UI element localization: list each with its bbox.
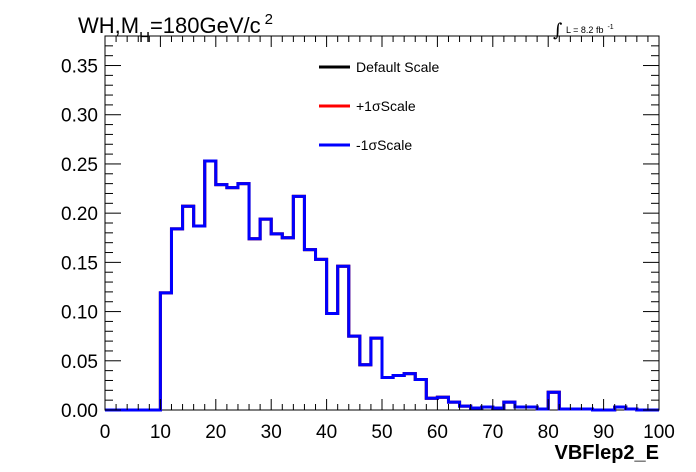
y-tick-label: 0.00 — [61, 401, 98, 422]
integral-symbol: ∫ — [553, 20, 563, 41]
y-tick-label: 0.25 — [61, 155, 98, 176]
axes: 0 10 20 30 40 50 60 70 80 90 100 0.00 0.05 0.10 0.15 0.… — [61, 35, 675, 443]
y-tick-label: 0.15 — [61, 253, 98, 274]
x-tick-label: 50 — [371, 422, 392, 443]
x-tick-label: 40 — [316, 422, 337, 443]
y-tick-label: 0.05 — [61, 352, 98, 373]
series-line-2 — [105, 159, 659, 412]
x-tick-label: 100 — [643, 422, 675, 443]
x-tick-label: 70 — [482, 422, 503, 443]
legend-label-2: -1σScale — [356, 137, 412, 153]
luminosity-label: ∫ L = 8.2 fb -1 — [553, 20, 614, 41]
x-tick-label: 0 — [100, 422, 111, 443]
histogram-series — [105, 159, 659, 412]
legend-label-0: Default Scale — [356, 59, 439, 75]
x-tick-label: 30 — [261, 422, 282, 443]
x-axis-label: VBFlep2_E — [555, 442, 659, 464]
x-tick-label: 10 — [150, 422, 171, 443]
luminosity-text: L = 8.2 fb -1 — [566, 24, 614, 35]
y-tick-label: 0.35 — [61, 57, 98, 78]
y-tick-label: 0.20 — [61, 204, 98, 225]
x-tick-label: 80 — [538, 422, 559, 443]
x-tick-label: 20 — [205, 422, 226, 443]
legend-label-1: +1σScale — [356, 98, 416, 114]
legend: Default Scale +1σScale -1σScale — [319, 59, 439, 153]
y-tick-label: 0.30 — [61, 106, 98, 127]
chart-title: WH,MH=180GeV/c 2 — [78, 11, 273, 46]
y-tick-label: 0.10 — [61, 303, 98, 324]
x-tick-label: 60 — [427, 422, 448, 443]
x-tick-label: 90 — [593, 422, 614, 443]
